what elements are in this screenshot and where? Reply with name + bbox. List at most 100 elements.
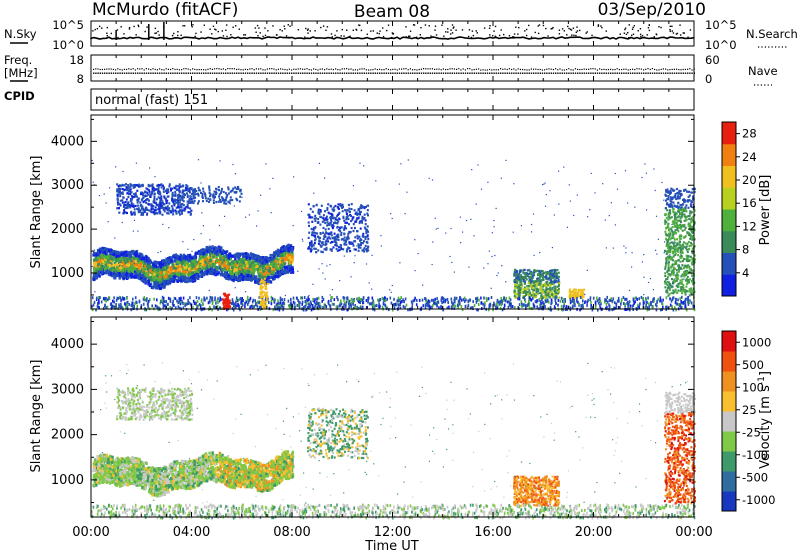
nave-point <box>222 68 224 70</box>
echo-cell <box>172 198 175 201</box>
echo-cell <box>229 254 232 257</box>
echo-cell <box>174 209 177 212</box>
echo-cell <box>281 269 284 273</box>
freq-point <box>596 72 599 74</box>
echo-cell <box>163 285 166 289</box>
echo-cell <box>95 258 98 262</box>
echo-cell <box>224 269 228 273</box>
echo-cell <box>289 265 292 269</box>
echo-cell <box>163 203 166 206</box>
freq-point <box>99 72 101 74</box>
nave-point <box>561 69 563 71</box>
echo-cell <box>212 272 215 275</box>
echo-cell <box>541 285 544 288</box>
echo-cell <box>197 268 201 272</box>
echo-cell <box>185 255 188 259</box>
echo-cell <box>330 216 333 219</box>
echo-cell <box>269 269 272 273</box>
nave-point <box>449 68 451 70</box>
freq-point <box>222 72 225 74</box>
echo-cell <box>255 275 258 279</box>
echo-cell <box>232 272 235 276</box>
echo-cell <box>359 246 362 249</box>
echo-cell <box>99 266 102 270</box>
echo-cell <box>256 259 259 263</box>
noise-search-point <box>325 29 327 31</box>
echo-cell <box>246 264 249 268</box>
echo-cell <box>177 206 179 209</box>
noise-search-point <box>192 24 194 26</box>
echo-cell <box>219 200 222 203</box>
echo-cell <box>139 201 142 204</box>
noise-search-point <box>435 34 438 36</box>
echo-cell <box>121 192 124 195</box>
noise-search-point <box>200 31 202 33</box>
nave-point <box>198 69 200 71</box>
echo-cell <box>331 240 333 244</box>
nave-point <box>148 68 150 70</box>
echo-cell <box>557 289 560 292</box>
echo-cell <box>214 260 217 264</box>
echo-cell <box>198 271 201 275</box>
freq-point <box>284 72 286 74</box>
freq-point <box>524 72 526 74</box>
echo-cell <box>115 254 119 258</box>
echo-cell <box>234 275 237 279</box>
echo-cell <box>172 266 175 270</box>
nave-point <box>656 69 658 71</box>
nave-point <box>513 68 515 70</box>
freq-point <box>359 72 361 74</box>
echo-cell <box>191 192 193 196</box>
noise-search-point <box>452 27 455 29</box>
echo-cell <box>235 263 238 267</box>
nave-point <box>590 68 592 70</box>
noise-search-point <box>264 34 267 37</box>
freq-point <box>183 72 185 74</box>
echo-cell <box>140 257 144 261</box>
echo-cell <box>308 216 311 219</box>
echo-cell <box>159 202 162 206</box>
echo-cell <box>263 261 266 265</box>
nave-point <box>638 68 640 70</box>
echo-cell <box>123 210 126 213</box>
echo-cell <box>127 201 130 204</box>
noise-search-point <box>287 24 289 26</box>
echo-cell <box>342 248 345 251</box>
echo-cell <box>180 196 183 199</box>
freq-point <box>680 72 682 74</box>
echo-cell <box>159 275 162 279</box>
echo-cell <box>190 198 193 201</box>
echo-cell <box>135 195 138 198</box>
echo-cell <box>120 253 123 257</box>
echo-cell <box>533 294 536 297</box>
echo-cell <box>363 207 366 210</box>
echo-cell <box>525 293 527 296</box>
echo-cell <box>162 280 165 284</box>
echo-cell <box>146 212 149 215</box>
echo-cell <box>103 259 106 263</box>
freq-point <box>266 72 269 74</box>
echo-cell <box>208 265 211 269</box>
echo-cell <box>174 194 177 198</box>
echo-cell <box>183 266 187 270</box>
nave-point <box>484 69 486 71</box>
freq-point <box>185 72 187 74</box>
echo-cell <box>249 271 252 274</box>
freq-point <box>671 72 673 74</box>
freq-point <box>288 72 291 74</box>
echo-cell <box>545 287 548 290</box>
echo-cell <box>186 185 189 188</box>
echo-cell <box>557 275 560 278</box>
freq-point <box>493 72 495 74</box>
freq-point <box>689 72 691 74</box>
echo-cell <box>553 281 556 284</box>
echo-cell <box>350 214 352 217</box>
noise-search-point <box>305 27 307 30</box>
echo-cell <box>307 221 310 224</box>
echo-cell <box>533 271 536 274</box>
echo-cell <box>287 253 290 257</box>
echo-cell <box>100 253 103 257</box>
noise-search-point <box>340 35 342 37</box>
noise-search-point <box>155 32 158 34</box>
echo-cell <box>171 193 174 196</box>
